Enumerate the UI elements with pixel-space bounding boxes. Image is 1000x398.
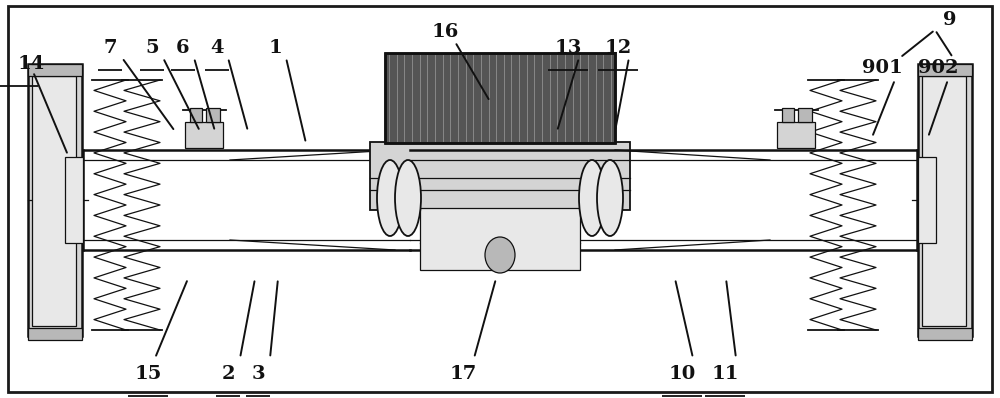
Text: 902: 902: [918, 59, 958, 77]
Text: 15: 15: [134, 365, 162, 383]
Bar: [370, 142, 630, 210]
Bar: [28, 64, 82, 76]
Ellipse shape: [485, 237, 515, 273]
Bar: [918, 157, 936, 243]
Text: 11: 11: [711, 365, 739, 383]
Bar: [190, 108, 202, 122]
Ellipse shape: [377, 160, 403, 236]
Text: 4: 4: [210, 39, 224, 57]
Bar: [385, 53, 615, 143]
Text: 12: 12: [604, 39, 632, 57]
Text: 1: 1: [268, 39, 282, 57]
Bar: [918, 64, 972, 76]
Ellipse shape: [597, 160, 623, 236]
Text: 16: 16: [431, 23, 459, 41]
Text: 901: 901: [862, 59, 902, 77]
Text: 5: 5: [145, 39, 159, 57]
Bar: [28, 328, 82, 340]
Bar: [777, 122, 815, 148]
Ellipse shape: [579, 160, 605, 236]
Text: 6: 6: [176, 39, 190, 57]
Text: 17: 17: [449, 365, 477, 383]
Bar: [798, 108, 812, 122]
Bar: [922, 76, 966, 326]
Bar: [918, 328, 972, 340]
Text: 14: 14: [18, 55, 45, 73]
Bar: [65, 157, 83, 243]
Bar: [420, 208, 580, 270]
Text: 10: 10: [668, 365, 696, 383]
Bar: [206, 108, 220, 122]
Text: 7: 7: [103, 39, 117, 57]
Bar: [782, 108, 794, 122]
Bar: [385, 53, 615, 143]
Text: 9: 9: [943, 11, 957, 29]
Bar: [185, 122, 223, 148]
Text: 13: 13: [554, 39, 582, 57]
Bar: [28, 64, 82, 336]
Bar: [32, 76, 76, 326]
Text: 2: 2: [221, 365, 235, 383]
Bar: [918, 64, 972, 336]
Ellipse shape: [395, 160, 421, 236]
Text: 3: 3: [251, 365, 265, 383]
